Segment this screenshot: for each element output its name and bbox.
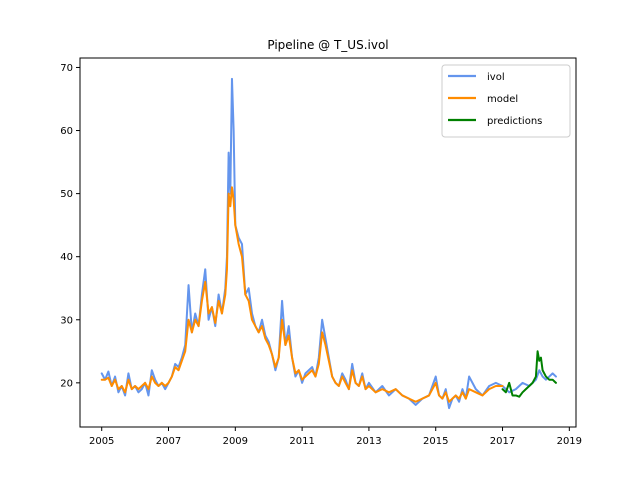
- x-axis: 2005 2007 2009 2011 2013 2015 2017 2019: [89, 427, 582, 447]
- y-tick-label: 50: [60, 189, 73, 200]
- y-tick-label: 40: [60, 252, 73, 263]
- x-tick-label: 2005: [89, 436, 114, 447]
- y-tick-label: 70: [60, 63, 73, 74]
- x-tick-label: 2013: [356, 436, 381, 447]
- legend: ivol model predictions: [441, 64, 571, 138]
- y-tick-label: 30: [60, 315, 73, 326]
- x-tick-label: 2011: [289, 436, 314, 447]
- y-tick-label: 60: [60, 126, 73, 137]
- y-axis: 20 30 40 50 60 70: [60, 63, 80, 389]
- x-tick-label: 2019: [557, 436, 582, 447]
- series-line-predictions: [501, 350, 557, 398]
- x-tick-label: 2017: [490, 436, 515, 447]
- legend-label-predictions: predictions: [487, 116, 542, 127]
- chart-title: Pipeline @ T_US.ivol: [267, 38, 388, 52]
- x-tick-label: 2009: [223, 436, 248, 447]
- legend-label-ivol: ivol: [487, 72, 505, 83]
- series-line-model: [100, 186, 504, 403]
- x-tick-label: 2007: [156, 436, 181, 447]
- axes-frame: [79, 57, 577, 428]
- legend-label-model: model: [487, 94, 518, 105]
- x-tick-label: 2015: [423, 436, 448, 447]
- y-tick-label: 20: [60, 378, 73, 389]
- plot-area: [79, 57, 577, 428]
